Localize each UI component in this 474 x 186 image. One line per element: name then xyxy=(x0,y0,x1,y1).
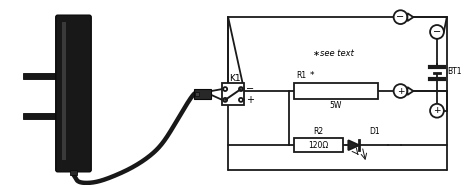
Bar xyxy=(194,89,211,99)
Bar xyxy=(70,170,77,175)
Bar xyxy=(62,22,65,160)
Polygon shape xyxy=(348,140,359,150)
Text: 5W: 5W xyxy=(330,101,342,110)
Text: −: − xyxy=(433,27,441,37)
Text: 120Ω: 120Ω xyxy=(309,141,329,150)
Text: *: * xyxy=(310,71,314,80)
Bar xyxy=(195,92,199,96)
Circle shape xyxy=(393,84,408,98)
Bar xyxy=(23,73,58,79)
Circle shape xyxy=(393,10,408,24)
Circle shape xyxy=(239,98,243,102)
Text: −: − xyxy=(396,12,405,22)
Text: BT1: BT1 xyxy=(447,67,461,76)
Circle shape xyxy=(239,87,243,91)
Polygon shape xyxy=(408,87,413,95)
Bar xyxy=(222,83,244,105)
Polygon shape xyxy=(408,13,413,21)
Bar xyxy=(294,83,378,99)
Text: +: + xyxy=(397,86,404,96)
Circle shape xyxy=(430,104,444,118)
Text: +: + xyxy=(433,106,441,115)
Text: R1: R1 xyxy=(296,71,306,80)
Text: D1: D1 xyxy=(370,127,380,136)
Circle shape xyxy=(223,98,227,102)
Bar xyxy=(294,138,343,152)
Text: K1: K1 xyxy=(229,74,241,83)
Circle shape xyxy=(223,87,227,91)
Circle shape xyxy=(430,25,444,39)
FancyBboxPatch shape xyxy=(56,15,91,172)
Text: −: − xyxy=(246,84,254,94)
Text: ∗see text: ∗see text xyxy=(313,49,354,58)
Text: +: + xyxy=(246,95,254,105)
Bar xyxy=(23,113,58,119)
Text: R2: R2 xyxy=(313,127,323,136)
